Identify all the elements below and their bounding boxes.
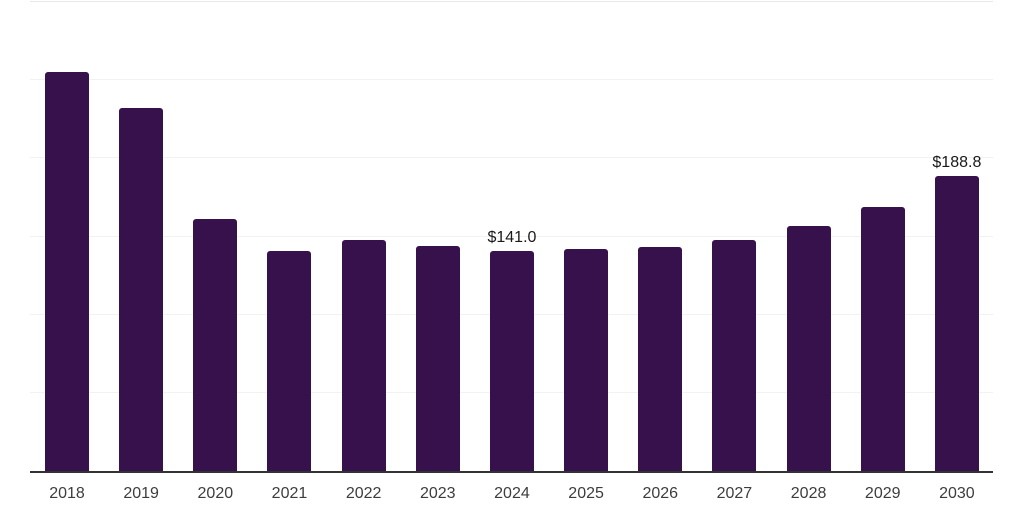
plot-area: $141.0 $188.8 [30,1,993,471]
bar-value-label: $141.0 [487,228,537,246]
x-axis-line [30,471,993,473]
bar-slot [860,2,905,471]
bar-slot [564,2,609,471]
bar-slot [415,2,460,471]
x-axis-ticks: 2018 2019 2020 2021 2022 2023 2024 2025 2026 2027… [30,485,993,503]
x-tick-label: 2028 [790,485,827,502]
x-tick-label: 2024 [494,485,530,502]
x-tick-label: 2019 [123,485,159,502]
bar-2027 [712,239,757,471]
bar-slot: $141.0 [487,2,537,471]
bar-2019 [119,108,164,471]
bar-2020 [193,219,238,471]
bar-2018 [45,72,89,471]
bar-2029 [860,206,905,471]
x-tick-label: 2020 [197,485,234,502]
gridline [30,79,993,81]
x-tick-label: 2025 [568,485,604,502]
bar-slot: $188.8 [932,2,982,471]
gridline [30,1,993,2]
x-tick-label: 2018 [49,485,85,502]
bar-2024 [489,250,534,471]
x-tick-label: 2021 [271,485,308,502]
gridline [30,235,993,237]
bar-2023 [415,245,460,471]
bar-slot [638,2,683,471]
bars-row: $141.0 $188.8 [30,2,993,471]
bar-2028 [786,225,831,471]
x-tick-label: 2022 [345,485,382,502]
x-tick-label: 2026 [642,485,679,502]
x-tick-label: 2027 [716,485,753,502]
x-tick-label: 2023 [419,485,456,502]
x-tick-label: 2029 [864,485,901,502]
bar-slot [267,2,312,471]
gridline [30,157,993,159]
bar-2025 [564,249,609,471]
bar-slot [45,2,89,471]
bar-2021 [267,250,312,471]
bar-slot [119,2,164,471]
bar-value-label: $188.8 [932,153,982,171]
bar-slot [193,2,238,471]
bar-2026 [638,247,683,471]
bar-slot [712,2,757,471]
bar-2030 [934,175,979,471]
bar-2022 [341,239,386,471]
bar-slot [341,2,386,471]
bar-slot [786,2,831,471]
x-tick-label: 2030 [939,485,975,502]
